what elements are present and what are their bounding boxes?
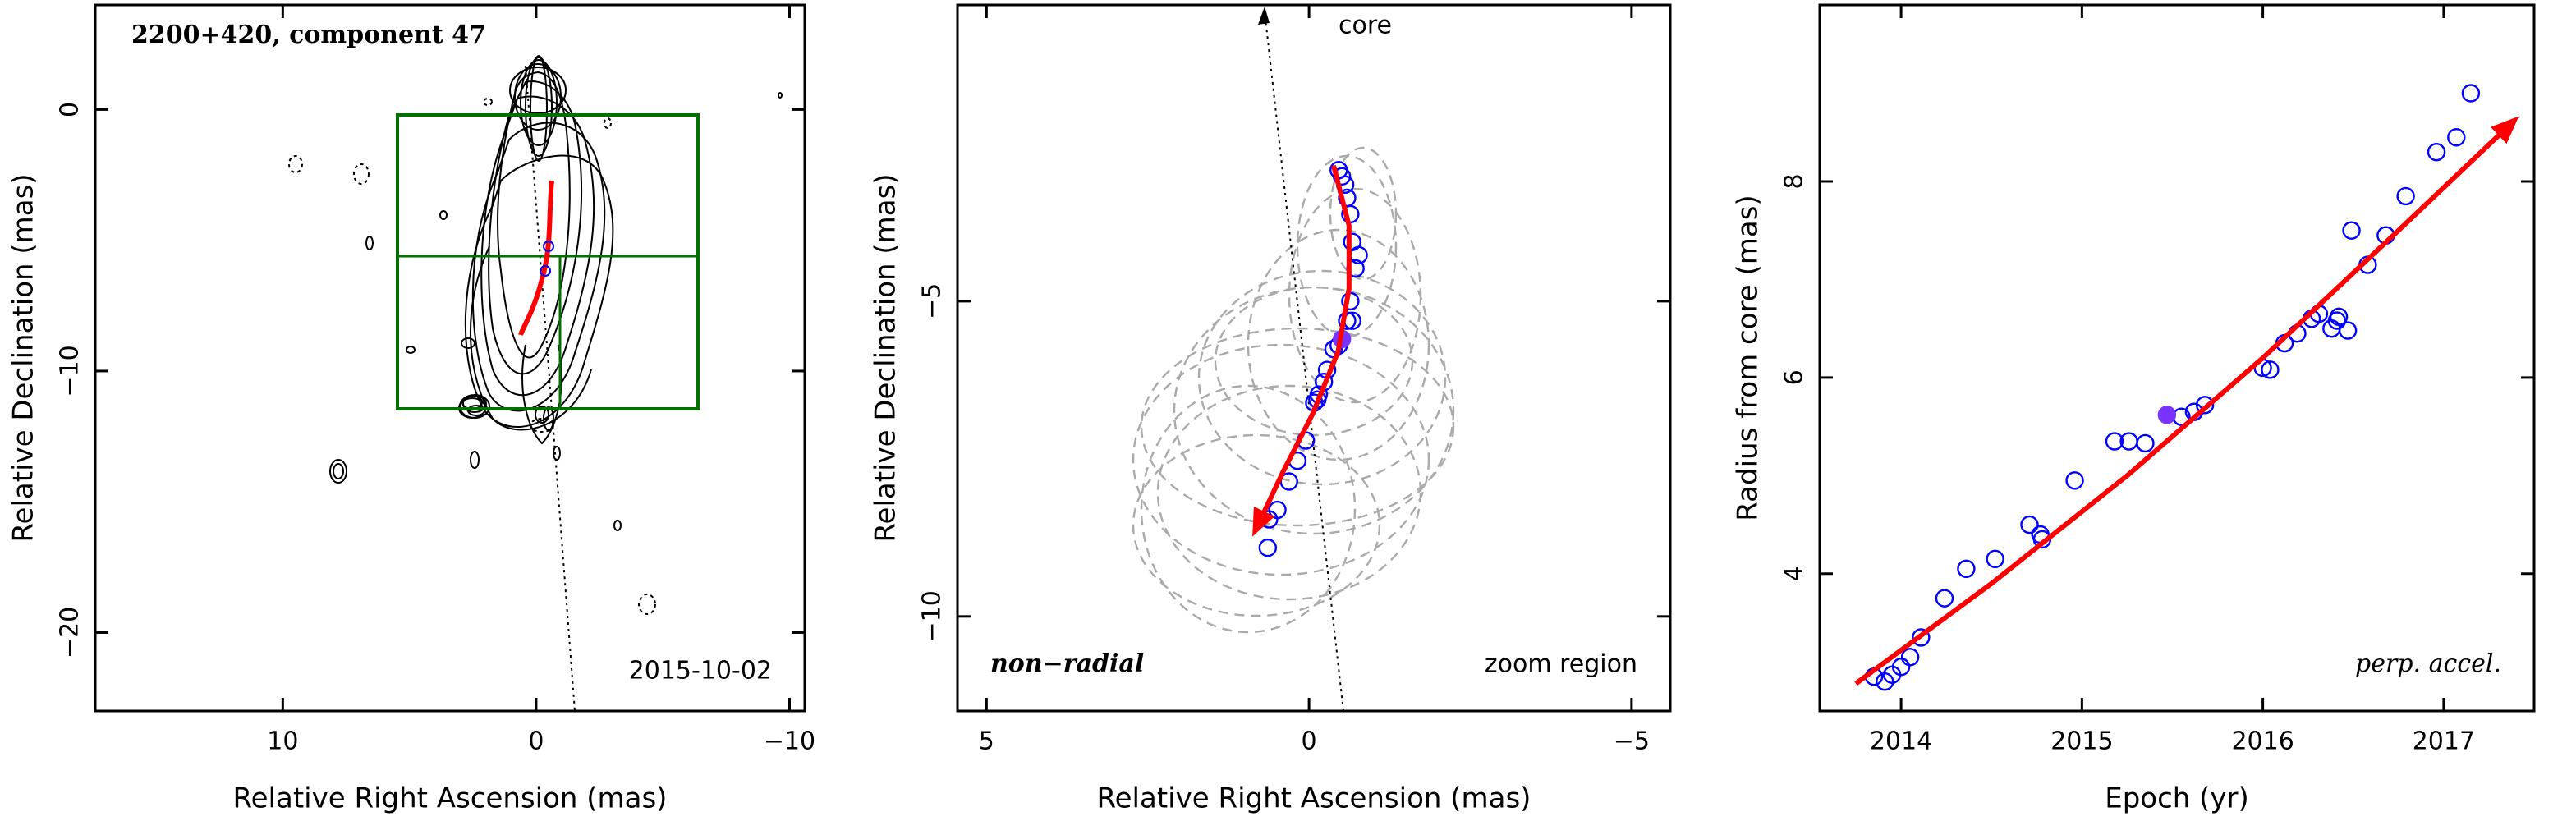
x-tick-label: 2014 (1870, 727, 1932, 756)
data-point (2136, 433, 2155, 453)
data-point (1332, 167, 1352, 186)
component-ellipses (1132, 146, 1455, 634)
y-tick-label: 6 (1780, 369, 1809, 385)
data-point (2157, 406, 2177, 424)
data-point (1258, 538, 1278, 557)
y-tick-label: 8 (1780, 173, 1809, 189)
core-arrowhead (1258, 7, 1270, 25)
data-point (2342, 221, 2361, 240)
plot-frame (1818, 3, 2536, 713)
mode-label: non−radial (990, 649, 1144, 678)
x-axis-label: Relative Right Ascension (mas) (233, 782, 668, 815)
x-axis-label: Epoch (yr) (2105, 782, 2249, 815)
data-point (2020, 515, 2039, 534)
x-tick-label: 0 (1302, 727, 1317, 756)
x-axis-label: Relative Right Ascension (mas) (1097, 782, 1531, 815)
data-point (2195, 396, 2215, 415)
data-point (2461, 84, 2481, 103)
data-point (1935, 589, 1954, 608)
y-axis-label: Relative Declination (mas) (7, 173, 40, 542)
mode-label: perp. accel. (2355, 649, 2501, 678)
x-tick-label: 2015 (2050, 727, 2113, 756)
y-tick-label: −20 (56, 607, 85, 658)
x-tick-label: −10 (764, 727, 815, 756)
date-label: 2015-10-02 (629, 657, 772, 686)
y-tick-label: −5 (918, 283, 947, 319)
plot-frame (94, 3, 806, 713)
data-point (2261, 360, 2280, 379)
data-point (1986, 549, 2004, 569)
panel-title: 2200+420, component 47 (131, 21, 486, 49)
x-tick-label: 2017 (2413, 727, 2475, 756)
y-tick-label: 4 (1780, 566, 1809, 581)
fit-curve (1854, 126, 2509, 686)
data-point (2065, 471, 2084, 490)
y-tick-label: 0 (56, 102, 85, 117)
core-direction (1264, 11, 1344, 712)
fit-curve (1256, 165, 1352, 523)
data-point (2427, 142, 2446, 162)
x-tick-label: 10 (267, 727, 298, 756)
arrowhead (1252, 507, 1275, 537)
contour-map (288, 55, 783, 711)
y-tick-label: −10 (56, 345, 85, 397)
x-tick-label: −5 (1614, 727, 1650, 756)
x-tick-label: 2016 (2231, 727, 2294, 756)
data-point (1900, 648, 1920, 667)
x-tick-label: 0 (528, 727, 544, 756)
y-axis-label: Relative Declination (mas) (870, 173, 902, 542)
arrowhead (2491, 116, 2519, 144)
data-point (2447, 128, 2466, 147)
data-point (2396, 186, 2415, 206)
plot-frame (956, 3, 1672, 713)
data-point (1957, 559, 1976, 579)
y-axis-label: Radius from core (mas) (1732, 195, 1765, 521)
region-label: zoom region (1485, 650, 1637, 679)
data-point (2105, 432, 2124, 451)
data-point (1912, 628, 1931, 647)
data-point (2338, 321, 2358, 340)
y-tick-label: −10 (918, 590, 947, 642)
x-tick-label: 5 (979, 727, 994, 756)
data-point (2329, 307, 2349, 327)
core-label: core (1339, 11, 1392, 40)
